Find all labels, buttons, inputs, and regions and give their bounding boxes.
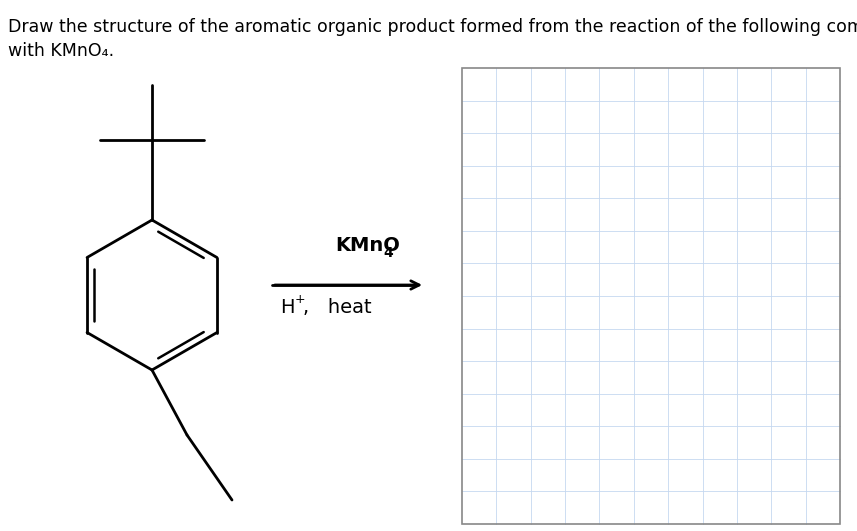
Bar [462,68,840,524]
Text: 4: 4 [383,246,393,260]
Text: Draw the structure of the aromatic organic product formed from the reaction of t: Draw the structure of the aromatic organ… [8,18,857,36]
Text: KMnO: KMnO [335,236,400,255]
Text: ,   heat: , heat [303,298,372,317]
Bar [462,68,840,524]
Text: +: + [295,293,306,306]
Text: H: H [280,298,295,317]
Text: with KMnO₄.: with KMnO₄. [8,42,114,60]
